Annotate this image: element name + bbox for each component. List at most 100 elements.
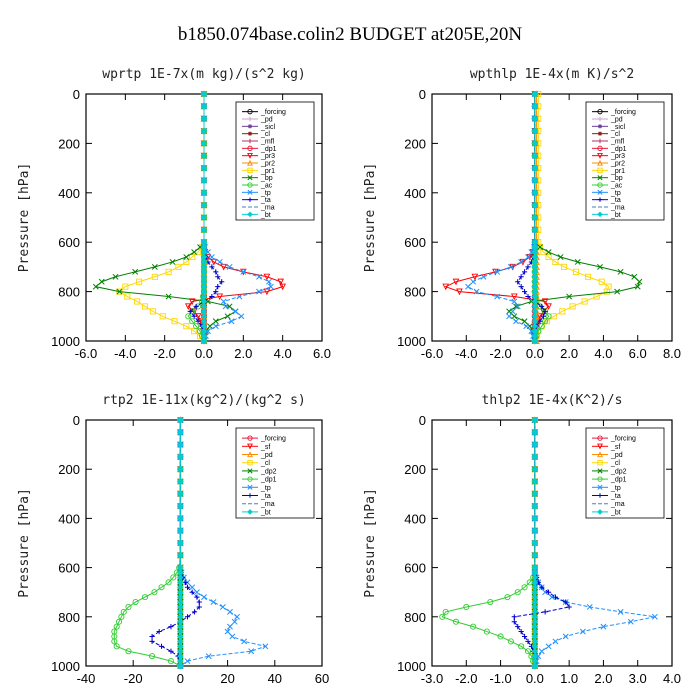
legend-marker [597, 167, 603, 173]
y-tick-label: 1000 [397, 659, 426, 674]
data-point [494, 293, 501, 300]
x-tick-label: 8.0 [663, 346, 681, 361]
legend-label: _forcing [260, 436, 286, 443]
data-point [535, 653, 542, 660]
data-point [507, 263, 514, 270]
data-point [200, 115, 208, 122]
data-point [122, 283, 129, 290]
data-point [509, 308, 516, 315]
y-tick-label: 200 [58, 462, 80, 477]
data-point [200, 337, 208, 345]
legend-marker [597, 197, 603, 202]
data-point [168, 624, 174, 630]
data-point [196, 604, 202, 610]
data-point [471, 273, 479, 281]
data-point [177, 465, 184, 473]
data-point [531, 189, 539, 197]
y-tick-label: 400 [404, 186, 426, 201]
data-point [158, 584, 165, 591]
data-point [521, 633, 528, 640]
data-point [228, 318, 235, 325]
data-point [539, 584, 545, 590]
data-point [219, 604, 226, 610]
data-point [165, 268, 172, 275]
legend-box [585, 427, 665, 519]
legend-marker [597, 131, 603, 136]
data-point [149, 638, 155, 644]
y-tick-label: 0 [419, 413, 426, 428]
data-point [234, 613, 240, 620]
series-bp [92, 91, 239, 344]
data-point [205, 653, 212, 660]
legend-label: _sf [260, 444, 270, 451]
panel-title: wprtp 1E-7x(m kg)/(s^2 kg) [102, 67, 306, 82]
legend-marker [247, 159, 253, 166]
data-point [212, 323, 219, 330]
data-point [515, 279, 521, 285]
data-point [456, 288, 463, 296]
panel-4: thlp2 1E-4x(K^2)/s Pressure [hPa] -3.0 -2.0… [363, 393, 681, 686]
x-tick-label: -2.0 [153, 346, 175, 361]
legend-marker [597, 460, 603, 466]
legend-label: _mfl [260, 139, 275, 146]
data-point [531, 416, 539, 424]
data-point [521, 289, 528, 295]
x-tick-label: -40 [77, 671, 96, 686]
series-ta [149, 417, 202, 669]
legend-box [235, 427, 315, 519]
legend-label: _ac [260, 183, 273, 190]
data-point [189, 584, 196, 591]
data-point [442, 608, 449, 615]
data-point [279, 283, 286, 291]
data-point [617, 268, 624, 275]
data-point [584, 273, 592, 280]
x-tick-label: 40 [268, 671, 282, 686]
legend-label: _ma [610, 205, 625, 212]
data-point [483, 628, 490, 635]
x-tick-label: 4.0 [663, 671, 681, 686]
y-tick-label: 200 [58, 136, 80, 151]
data-point [125, 603, 132, 611]
data-point [511, 614, 517, 620]
legend-marker [597, 175, 603, 181]
legend-label: _cl [610, 131, 620, 138]
legend-label: _pd [610, 452, 623, 459]
data-point [177, 552, 184, 559]
legend-label: _tp [610, 190, 621, 197]
legend-label: _pd [610, 117, 623, 124]
data-point [159, 313, 166, 320]
data-point [118, 613, 125, 620]
y-tick-label: 0 [419, 87, 426, 102]
data-point [560, 263, 568, 270]
data-point [521, 269, 528, 275]
data-point [132, 268, 139, 275]
x-tick-label: 2.0 [560, 346, 578, 361]
x-tick-label: 0.0 [195, 346, 213, 361]
data-point [196, 599, 202, 605]
data-point [514, 589, 521, 596]
data-point [193, 323, 200, 330]
data-point [265, 278, 272, 285]
data-point [120, 608, 127, 615]
data-point [229, 633, 236, 640]
data-point [442, 283, 450, 291]
data-point [541, 298, 549, 306]
data-point [213, 269, 219, 275]
data-point [200, 140, 208, 147]
data-point [494, 268, 501, 275]
data-point [473, 288, 480, 295]
legend-label: _ta [260, 493, 271, 500]
data-point [566, 604, 572, 610]
data-point [515, 624, 521, 630]
legend-label: _pr3 [260, 153, 275, 160]
data-point [204, 328, 211, 335]
data-point [188, 298, 196, 306]
data-point [220, 263, 227, 271]
data-point [617, 608, 624, 615]
data-point [267, 283, 274, 290]
plot-frame [431, 419, 673, 667]
legend-label: _pd [260, 452, 273, 459]
data-point [262, 643, 269, 650]
y-tick-label: 600 [58, 235, 80, 250]
data-point [531, 515, 539, 522]
